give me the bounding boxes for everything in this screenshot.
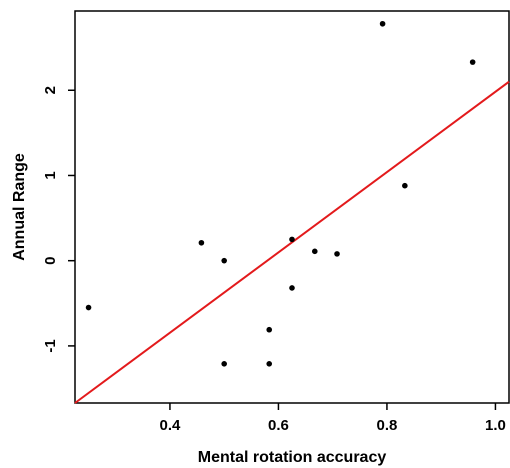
data-point xyxy=(289,285,295,291)
data-point xyxy=(85,304,92,311)
data-point xyxy=(311,248,318,255)
x-axis: 0.4 0.6 0.8 1.0 xyxy=(160,403,506,434)
data-point xyxy=(402,182,408,189)
plot-frame xyxy=(74,10,510,404)
y-tick-label: 2 xyxy=(42,86,59,94)
x-tick-label: 1.0 xyxy=(485,417,506,434)
data-point xyxy=(266,326,273,333)
data-point xyxy=(379,20,386,27)
x-tick-label: 0.8 xyxy=(377,417,398,434)
data-point xyxy=(266,361,273,367)
x-axis-title: Mental rotation accuracy xyxy=(198,449,387,466)
x-tick-label: 0.6 xyxy=(268,417,289,434)
y-axis-title: Annual Range xyxy=(11,153,28,261)
data-point xyxy=(469,59,476,65)
y-axis: -1 0 1 2 xyxy=(42,86,75,353)
data-point xyxy=(198,239,205,246)
y-tick-label: 0 xyxy=(42,257,59,265)
x-tick-label: 0.4 xyxy=(160,417,182,434)
data-point xyxy=(334,251,340,257)
regression-line xyxy=(74,80,510,404)
y-tick-label: 1 xyxy=(42,171,59,179)
data-point xyxy=(221,257,227,264)
data-point xyxy=(221,361,227,367)
y-tick-label: -1 xyxy=(42,339,59,352)
data-points xyxy=(85,20,476,367)
data-point xyxy=(289,236,295,243)
